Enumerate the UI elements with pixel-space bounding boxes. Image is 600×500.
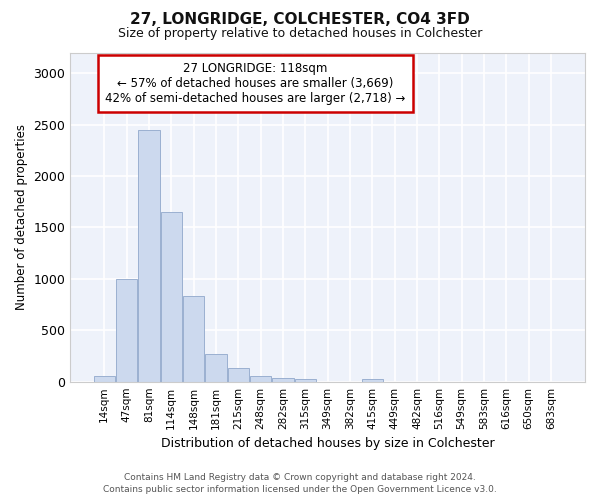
Text: Size of property relative to detached houses in Colchester: Size of property relative to detached ho… xyxy=(118,28,482,40)
Bar xyxy=(139,130,160,382)
Text: Contains HM Land Registry data © Crown copyright and database right 2024.
Contai: Contains HM Land Registry data © Crown c… xyxy=(103,472,497,494)
Bar xyxy=(272,378,293,382)
Bar xyxy=(227,368,249,382)
Bar xyxy=(362,378,383,382)
Bar xyxy=(94,376,115,382)
Bar xyxy=(183,296,204,382)
Bar xyxy=(250,376,271,382)
Bar xyxy=(205,354,227,382)
Text: 27, LONGRIDGE, COLCHESTER, CO4 3FD: 27, LONGRIDGE, COLCHESTER, CO4 3FD xyxy=(130,12,470,28)
Bar xyxy=(295,379,316,382)
X-axis label: Distribution of detached houses by size in Colchester: Distribution of detached houses by size … xyxy=(161,437,494,450)
Bar xyxy=(116,279,137,382)
Bar xyxy=(161,212,182,382)
Text: 27 LONGRIDGE: 118sqm
← 57% of detached houses are smaller (3,669)
42% of semi-de: 27 LONGRIDGE: 118sqm ← 57% of detached h… xyxy=(106,62,406,106)
Y-axis label: Number of detached properties: Number of detached properties xyxy=(15,124,28,310)
